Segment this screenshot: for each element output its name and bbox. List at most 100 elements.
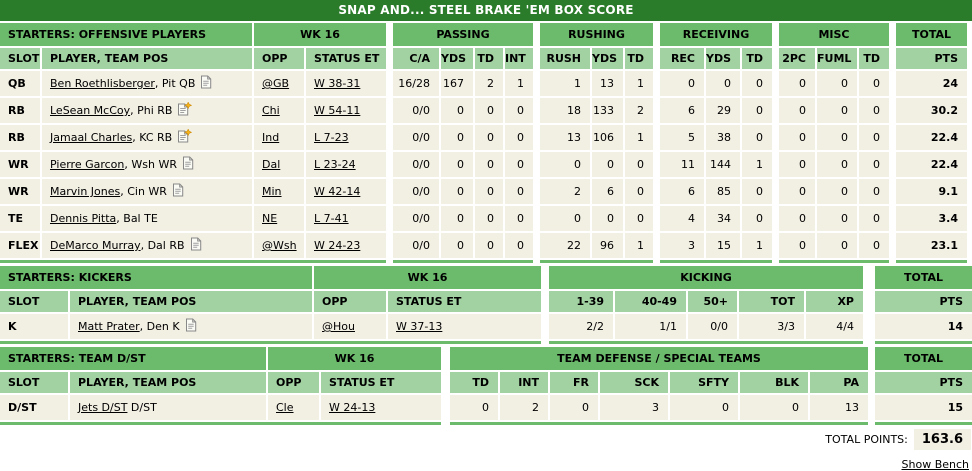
stat-cell: 0/0 [686,314,737,339]
stat-cell: 34 [704,206,740,231]
stat-cell: 0/0 [393,206,439,231]
stat-cell: 1 [540,71,590,96]
column-header: STATUS ET [319,372,441,393]
slot-cell: FLEX [0,233,40,258]
slot-cell: TE [0,206,40,231]
table-row: WR Marvin Jones, Cin WR Min W 42-14 [0,179,386,204]
opponent-link[interactable]: Chi [262,104,280,117]
stat-cell: 0 [548,395,598,420]
table-row: 0 2 0 3 0 0 13 [450,395,868,420]
opp-cell: Min [252,179,304,204]
stat-cell: 0 [857,206,889,231]
note-new-icon[interactable] [177,128,193,143]
opponent-link[interactable]: Cle [276,401,294,414]
stat-cell: 0 [704,71,740,96]
stat-cell: 0/0 [393,98,439,123]
stat-cell: 0 [857,71,889,96]
stat-cell: 96 [590,233,623,258]
opp-cell: @Hou [312,314,386,339]
stat-cell: 0 [815,98,857,123]
player-link[interactable]: DeMarco Murray [50,239,141,252]
table-row: 16/28 167 2 1 [393,71,533,96]
opponent-link[interactable]: NE [262,212,278,225]
table-row: FLEX DeMarco Murray, Dal RB @Wsh W 24-23 [0,233,386,258]
stat-cell: 0 [503,152,533,177]
note-icon[interactable] [185,318,197,332]
game-status-link[interactable]: L 7-23 [314,131,349,144]
player-link[interactable]: Jets D/ST [78,401,128,414]
stat-cell: 2/2 [549,314,613,339]
player-team-pos: , Bal TE [116,212,158,225]
stat-cell: 2 [623,98,653,123]
table-row: 0/0 0 0 0 [393,233,533,258]
points-cell: 14 [875,314,972,339]
player-cell: LeSean McCoy, Phi RB [40,98,252,123]
player-link[interactable]: LeSean McCoy [50,104,131,117]
stat-cell: 13 [540,125,590,150]
opp-cell: NE [252,206,304,231]
player-link[interactable]: Ben Roethlisberger [50,77,155,90]
note-new-icon[interactable] [177,101,193,116]
stat-cell: 0 [857,233,889,258]
column-header: OPP [312,291,386,312]
stat-cell: 0 [503,125,533,150]
group-header: TEAM DEFENSE / SPECIAL TEAMS [450,347,868,370]
table-row: 11 144 1 [660,152,772,177]
status-cell: W 54-11 [304,98,386,123]
game-status-link[interactable]: L 7-41 [314,212,349,225]
opponent-link[interactable]: Ind [262,131,280,144]
stat-cell: 0 [503,179,533,204]
game-status-link[interactable]: W 24-13 [329,401,376,414]
player-cell: Marvin Jones, Cin WR [40,179,252,204]
game-status-link[interactable]: W 38-31 [314,77,361,90]
game-status-link[interactable]: L 23-24 [314,158,356,171]
game-status-link[interactable]: W 24-23 [314,239,361,252]
note-icon[interactable] [182,156,194,170]
player-team-pos: , KC RB [132,131,173,144]
stat-cell: 4 [660,206,704,231]
player-link[interactable]: Dennis Pitta [50,212,117,225]
stat-cell: 0 [439,233,473,258]
offense-block-info: STARTERS: OFFENSIVE PLAYERS WK 16 SLOT PLAY… [0,23,386,263]
opponent-link[interactable]: @GB [262,77,290,90]
player-link[interactable]: Matt Prater [78,320,140,333]
player-link[interactable]: Jamaal Charles [50,131,133,144]
table-row: 22.4 [896,152,967,177]
note-icon[interactable] [190,237,202,251]
stat-cell: 0 [439,152,473,177]
group-header: MISC [779,23,889,46]
stat-cell: 0 [779,98,815,123]
table-row: RB Jamaal Charles, KC RB Ind L 7-23 [0,125,386,150]
stat-cell: 0 [473,152,503,177]
opponent-link[interactable]: Dal [262,158,281,171]
note-icon[interactable] [200,75,212,89]
stat-cell: 0 [540,152,590,177]
note-icon[interactable] [172,183,184,197]
opp-cell: Cle [266,395,319,420]
player-link[interactable]: Marvin Jones [50,185,121,198]
game-status-link[interactable]: W 54-11 [314,104,361,117]
column-header: PTS [896,48,967,69]
offense-block-group2: RECEIVING REC YDS TD 0 0 0 6 29 0 5 38 0 11 144 1 6 85 0 4 3… [660,23,772,263]
column-header: BLK [738,372,808,393]
table-row: D/ST Jets D/ST D/ST Cle W 24-13 [0,395,441,420]
game-status-link[interactable]: W 37-13 [396,320,443,333]
slot-cell: WR [0,152,40,177]
column-header: FUML [815,48,857,69]
opponent-link[interactable]: @Wsh [262,239,297,252]
column-header: PLAYER, TEAM POS [40,48,252,69]
opp-cell: @Wsh [252,233,304,258]
opponent-link[interactable]: @Hou [322,320,355,333]
opponent-link[interactable]: Min [262,185,282,198]
stat-cell: 0 [740,206,772,231]
stat-cell: 1 [503,71,533,96]
player-link[interactable]: Pierre Garcon [50,158,125,171]
column-header: 1-39 [549,291,613,312]
game-status-link[interactable]: W 42-14 [314,185,361,198]
status-cell: L 7-23 [304,125,386,150]
stat-cell: 3 [660,233,704,258]
stat-cell: 0 [740,71,772,96]
